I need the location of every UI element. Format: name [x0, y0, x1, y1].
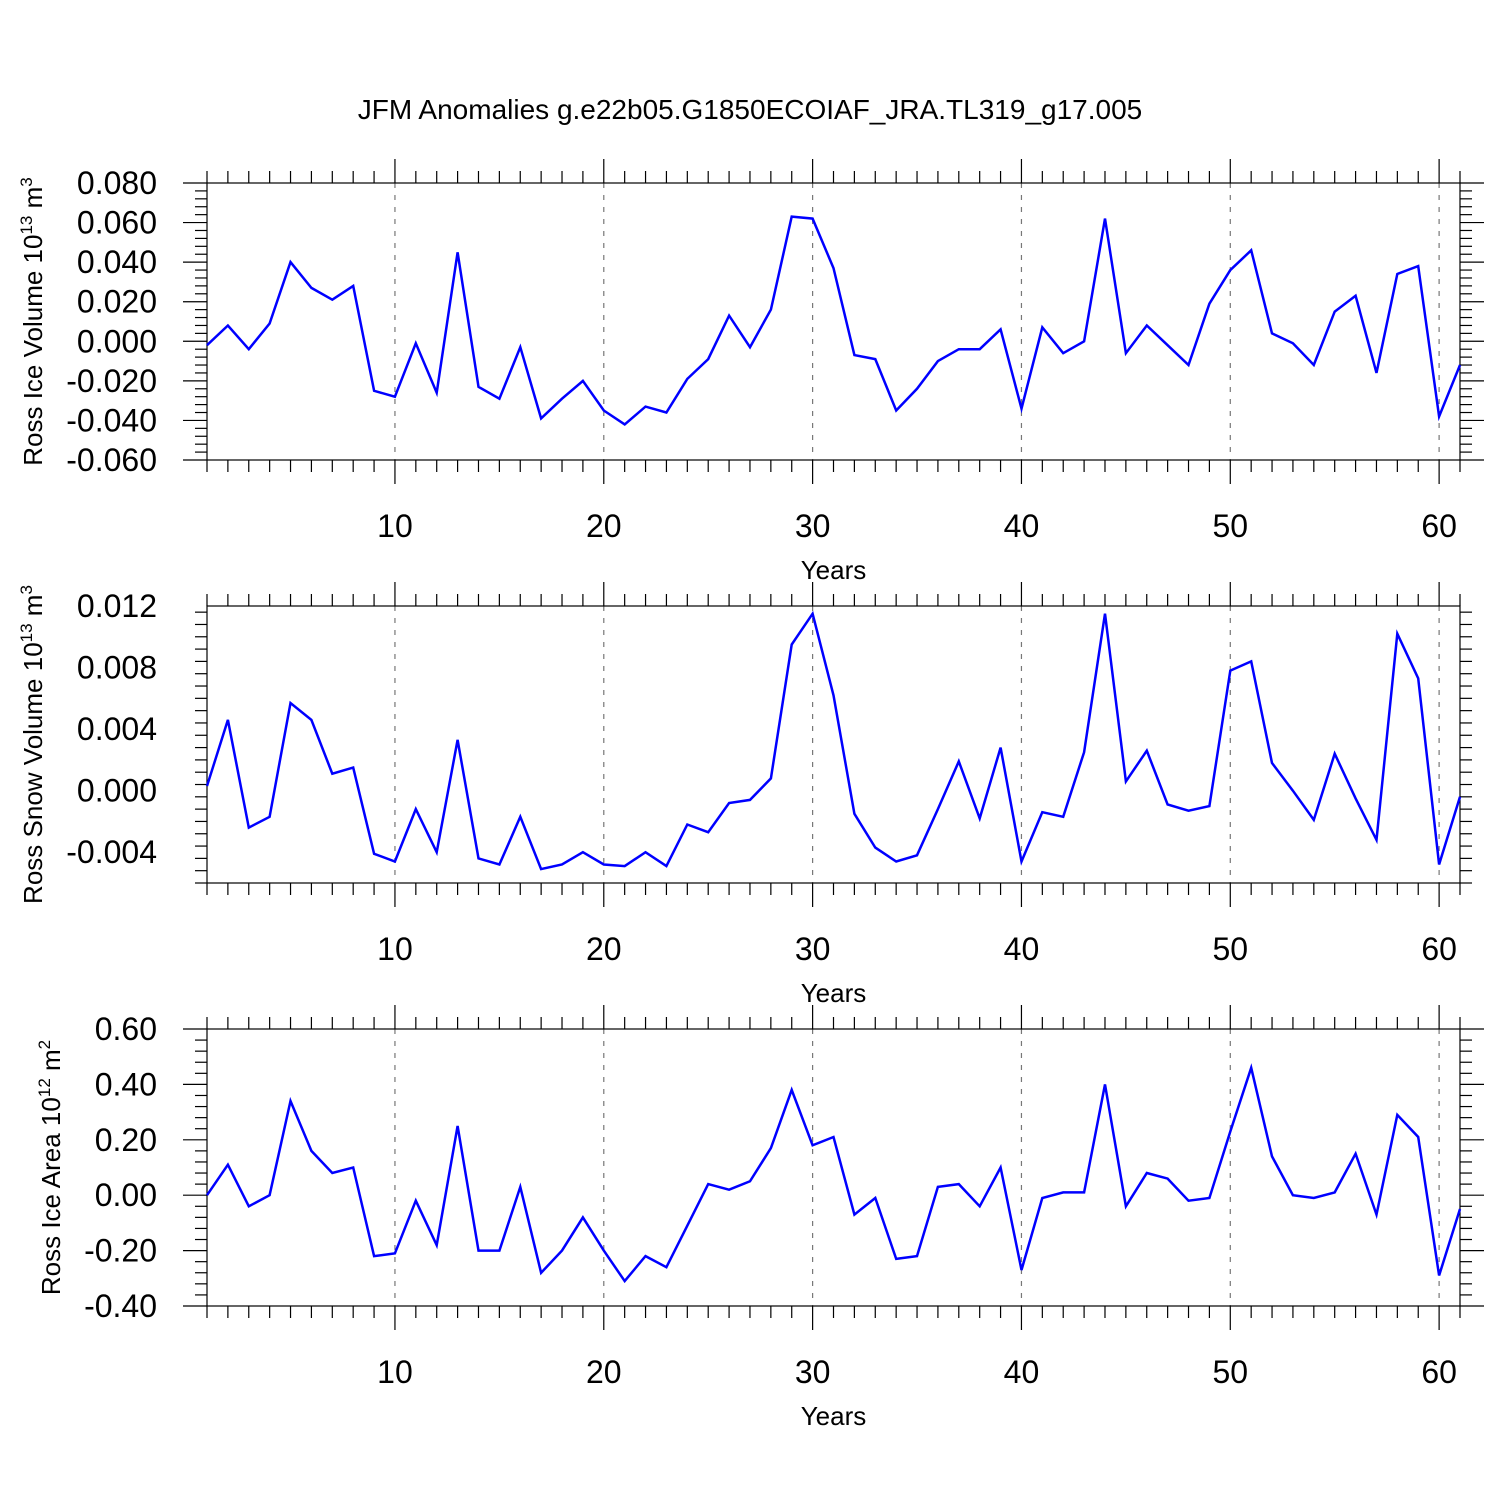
y-tick-label: 0.40 — [95, 1066, 157, 1102]
y-tick-label: -0.004 — [66, 834, 157, 870]
y-tick-label: 0.080 — [77, 165, 157, 201]
y-axis-label: Ross Ice Area 1012 m2 — [35, 1040, 66, 1295]
plot-frame — [206, 182, 1461, 461]
x-tick-label: 10 — [377, 1354, 413, 1390]
y-axis-label: Ross Ice Volume 1013 m3 — [17, 177, 48, 466]
y-tick-label: 0.012 — [77, 588, 157, 624]
x-tick-label: 10 — [377, 508, 413, 544]
chart-panels: 10 20 30 40 50 60Years-0.060-0.040-0.0200.000… — [17, 159, 1484, 1431]
series-line — [206, 215, 1462, 426]
y-tick-label: 0.60 — [95, 1011, 157, 1047]
y-tick-label: -0.40 — [84, 1288, 157, 1324]
x-tick-label: 30 — [795, 508, 831, 544]
x-axis-label: Years — [801, 978, 867, 1008]
x-tick-label: 20 — [586, 508, 622, 544]
y-tick-label: 0.040 — [77, 244, 157, 280]
y-tick-label: -0.20 — [84, 1233, 157, 1269]
chart-title: JFM Anomalies g.e22b05.G1850ECOIAF_JRA.T… — [358, 94, 1142, 125]
y-tick-label: 0.20 — [95, 1122, 157, 1158]
plot-frame — [206, 605, 1461, 884]
y-tick-label: 0.008 — [77, 650, 157, 686]
x-tick-label: 30 — [795, 931, 831, 967]
x-tick-label: 60 — [1421, 931, 1457, 967]
series-line — [205, 610, 1462, 871]
x-tick-label: 50 — [1212, 1354, 1248, 1390]
y-tick-label: 0.060 — [77, 205, 157, 241]
y-tick-label: 0.000 — [77, 773, 157, 809]
y-tick-label: -0.060 — [66, 442, 157, 478]
series-line — [205, 1063, 1462, 1284]
y-tick-label: 0.00 — [95, 1177, 157, 1213]
chart-panel-1: 10 20 30 40 50 60 Years -0.060 -0.040-0.020 0.000… — [17, 159, 1484, 585]
y-tick-label: 0.000 — [77, 323, 157, 359]
chart-panel-3: 10 20 30 40 50 60 Years -0.40 -0.20 0.00 0.20 0.40 0… — [35, 1005, 1484, 1431]
y-tick-label: -0.020 — [66, 363, 157, 399]
x-tick-label: 60 — [1421, 1354, 1457, 1390]
x-tick-label: 50 — [1212, 931, 1248, 967]
x-tick-label: 30 — [795, 1354, 831, 1390]
y-tick-label: -0.040 — [66, 402, 157, 438]
chart-panel-2: 10 20 30 40 50 60 Years -0.004 0.000 0.004 0.008 0.… — [17, 582, 1472, 1008]
y-tick-label: 0.020 — [77, 284, 157, 320]
x-tick-label: 50 — [1212, 508, 1248, 544]
x-axis-label: Years — [801, 555, 867, 585]
x-axis-label: Years — [801, 1401, 867, 1431]
y-axis-label: Ross Snow Volume 1013 m3 — [17, 585, 48, 904]
x-tick-label: 40 — [1004, 931, 1040, 967]
x-tick-label: 40 — [1004, 1354, 1040, 1390]
x-tick-label: 60 — [1421, 508, 1457, 544]
x-tick-label: 10 — [377, 931, 413, 967]
plot-frame — [206, 1028, 1461, 1307]
y-tick-label: 0.004 — [77, 711, 157, 747]
x-tick-label: 40 — [1004, 508, 1040, 544]
x-tick-label: 20 — [586, 931, 622, 967]
x-tick-label: 20 — [586, 1354, 622, 1390]
